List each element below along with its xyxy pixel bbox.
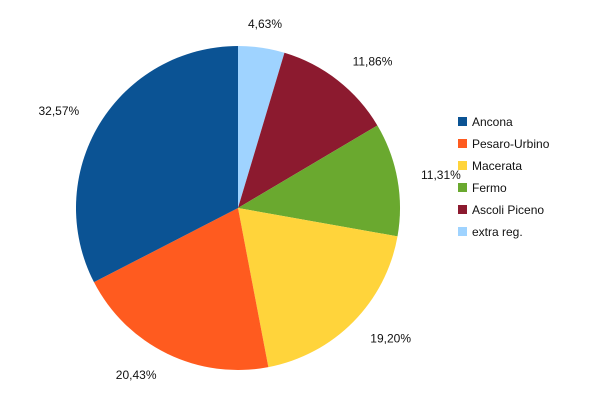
- pie-value-label-ascoli-piceno: 11,86%: [353, 55, 393, 69]
- legend-label-macerata: Macerata: [472, 159, 522, 173]
- legend-label-fermo: Fermo: [472, 181, 507, 195]
- pie-value-label-ancona: 32,57%: [38, 104, 79, 118]
- legend-label-pesaro-urbino: Pesaro-Urbino: [472, 137, 550, 151]
- legend-label-ancona: Ancona: [472, 115, 513, 129]
- pie-slice-pesaro-urbino: [93, 208, 269, 371]
- pie-slice-fermo: [238, 125, 400, 237]
- legend-swatch-ancona: [458, 117, 467, 126]
- pie-value-label-pesaro-urbino: 20,43%: [116, 368, 157, 382]
- pie-value-labels: 4,63% 11,86% 11,31% 19,20% 20,43% 32,57%: [38, 17, 461, 382]
- legend-swatch-fermo: [458, 183, 467, 192]
- legend-label-ascoli-piceno: Ascoli Piceno: [472, 203, 544, 217]
- pie-slice-macerata: [238, 208, 398, 368]
- pie-value-label-extra-reg: 4,63%: [248, 17, 282, 31]
- pie-slices: [75, 46, 400, 371]
- legend-label-extra-reg: extra reg.: [472, 225, 523, 239]
- legend: Ancona Pesaro-Urbino Macerata Fermo Ascoli P…: [458, 115, 550, 239]
- pie-slice-extra-reg: [238, 46, 285, 208]
- legend-swatch-pesaro-urbino: [458, 139, 467, 148]
- legend-swatch-ascoli-piceno: [458, 205, 467, 214]
- pie-slice-ascoli-piceno: [238, 52, 378, 209]
- pie-value-label-macerata: 19,20%: [370, 332, 411, 346]
- pie-slice-ancona: [75, 46, 238, 283]
- legend-swatch-extra-reg: [458, 227, 467, 236]
- pie-value-label-fermo: 11,31%: [421, 168, 461, 182]
- legend-swatch-macerata: [458, 161, 467, 170]
